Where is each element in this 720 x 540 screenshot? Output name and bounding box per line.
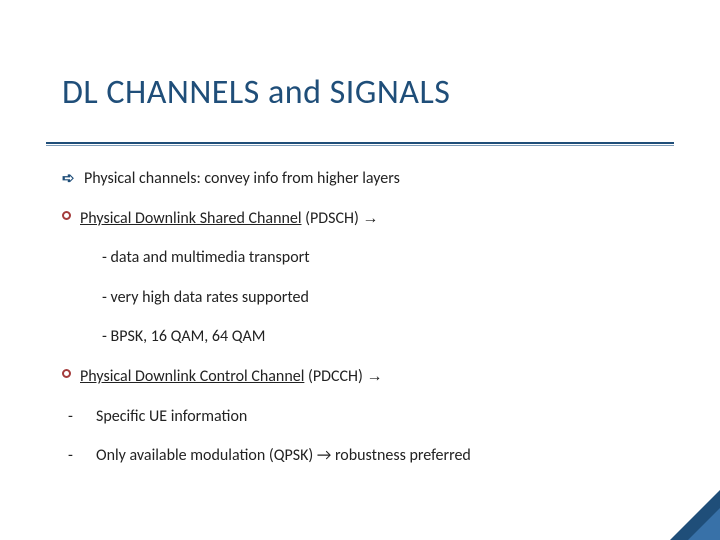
arrow-bullet-icon: ➪ bbox=[62, 168, 84, 189]
bullet-text: - very high data rates supported bbox=[102, 287, 658, 309]
corner-decoration-icon bbox=[660, 480, 720, 540]
bullet-level2: - very high data rates supported bbox=[102, 287, 658, 309]
channel-name-underlined: Physical Downlink Shared Channel bbox=[80, 209, 302, 228]
bullet-text: Physical Downlink Shared Channel (PDSCH)… bbox=[80, 208, 658, 230]
bullet-text: Physical channels: convey info from high… bbox=[84, 168, 658, 190]
bullet-level2: - data and multimedia transport bbox=[102, 247, 658, 269]
bullet-text: Specific UE information bbox=[96, 406, 658, 428]
bullet-level2: - BPSK, 16 QAM, 64 QAM bbox=[102, 326, 658, 348]
dash-bullet-icon: - bbox=[62, 445, 96, 467]
channel-name-underlined: Physical Downlink Control Channel bbox=[80, 367, 304, 386]
slide-title: DL CHANNELS and SIGNALS bbox=[62, 72, 450, 113]
channel-abbrev: (PDCCH) bbox=[304, 367, 366, 386]
slide-content: ➪ Physical channels: convey info from hi… bbox=[62, 168, 658, 485]
bullet-level0: ➪ Physical channels: convey info from hi… bbox=[62, 168, 658, 190]
bullet-level1: Physical Downlink Shared Channel (PDSCH)… bbox=[62, 208, 658, 230]
dash-bullet-icon: - bbox=[62, 406, 96, 428]
bullet-level2: - Specific UE information bbox=[62, 406, 658, 428]
bullet-text: Physical Downlink Control Channel (PDCCH… bbox=[80, 366, 658, 388]
ring-bullet-icon bbox=[62, 208, 80, 220]
bullet-level2: - Only available modulation (QPSK) → rob… bbox=[62, 445, 658, 467]
slide: DL CHANNELS and SIGNALS ➪ Physical chann… bbox=[0, 0, 720, 540]
bullet-level1: Physical Downlink Control Channel (PDCCH… bbox=[62, 366, 658, 388]
bullet-text: - BPSK, 16 QAM, 64 QAM bbox=[102, 326, 658, 348]
bullet-text: - data and multimedia transport bbox=[102, 247, 658, 269]
arrow-right-icon: → bbox=[362, 210, 378, 227]
arrow-right-icon: → bbox=[366, 368, 382, 385]
bullet-text: Only available modulation (QPSK) → robus… bbox=[96, 445, 658, 467]
channel-abbrev: (PDSCH) bbox=[302, 209, 363, 228]
ring-bullet-icon bbox=[62, 366, 80, 378]
title-underline bbox=[46, 142, 674, 145]
